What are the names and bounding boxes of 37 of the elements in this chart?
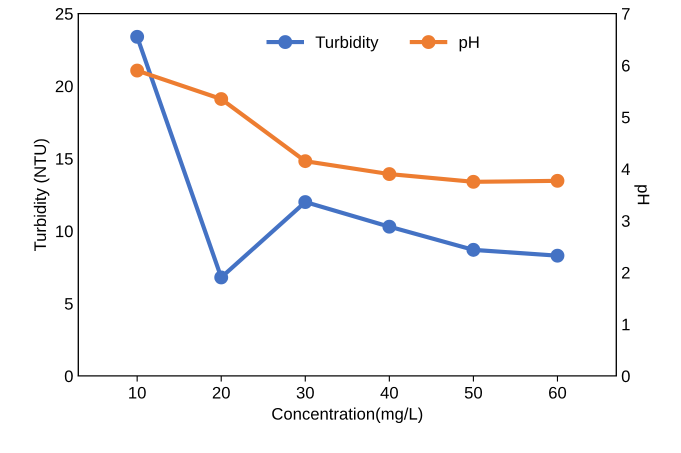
point	[298, 195, 312, 209]
point	[466, 174, 480, 189]
legend-label: pH	[460, 36, 478, 52]
x-axis-title: Concentration(mg/L)	[272, 408, 422, 424]
y2-tick-label: 2	[622, 266, 630, 278]
point	[466, 242, 480, 257]
y2-tick-label: 3	[622, 215, 630, 227]
x-tick-label: 20	[212, 386, 230, 399]
x-tick-label: 40	[380, 386, 398, 399]
y2-tick-label: 5	[622, 112, 630, 124]
legend-label: Turbidity	[316, 36, 379, 52]
y-tick-label: 5	[64, 298, 73, 310]
y2-tick-label: 1	[622, 318, 630, 330]
y-tick-label: 10	[56, 225, 73, 238]
point	[550, 174, 564, 188]
y-axis-title: Turbidity (NTU)	[34, 139, 50, 252]
y2-tick-label: 6	[622, 60, 630, 72]
point	[130, 30, 144, 44]
y2-tick-label: 0	[622, 370, 630, 382]
point	[214, 270, 228, 284]
y2-tick-label: 4	[622, 163, 630, 175]
y-tick-label: 25	[56, 8, 73, 20]
y-tick-label: 20	[56, 80, 73, 92]
x-tick-label: 10	[129, 386, 146, 399]
x-tick-label: 60	[549, 386, 566, 399]
y2-tick-label: 7	[622, 8, 630, 20]
point	[130, 64, 144, 78]
y-tick-label: 0	[64, 370, 73, 382]
point	[382, 167, 396, 182]
point	[298, 154, 312, 168]
y-tick-label: 15	[56, 153, 73, 165]
point	[382, 220, 396, 234]
x-tick-label: 50	[464, 386, 482, 399]
point	[550, 248, 564, 263]
y2-axis-title: pH	[634, 185, 650, 204]
point	[214, 92, 228, 106]
x-tick-label: 30	[296, 386, 314, 399]
